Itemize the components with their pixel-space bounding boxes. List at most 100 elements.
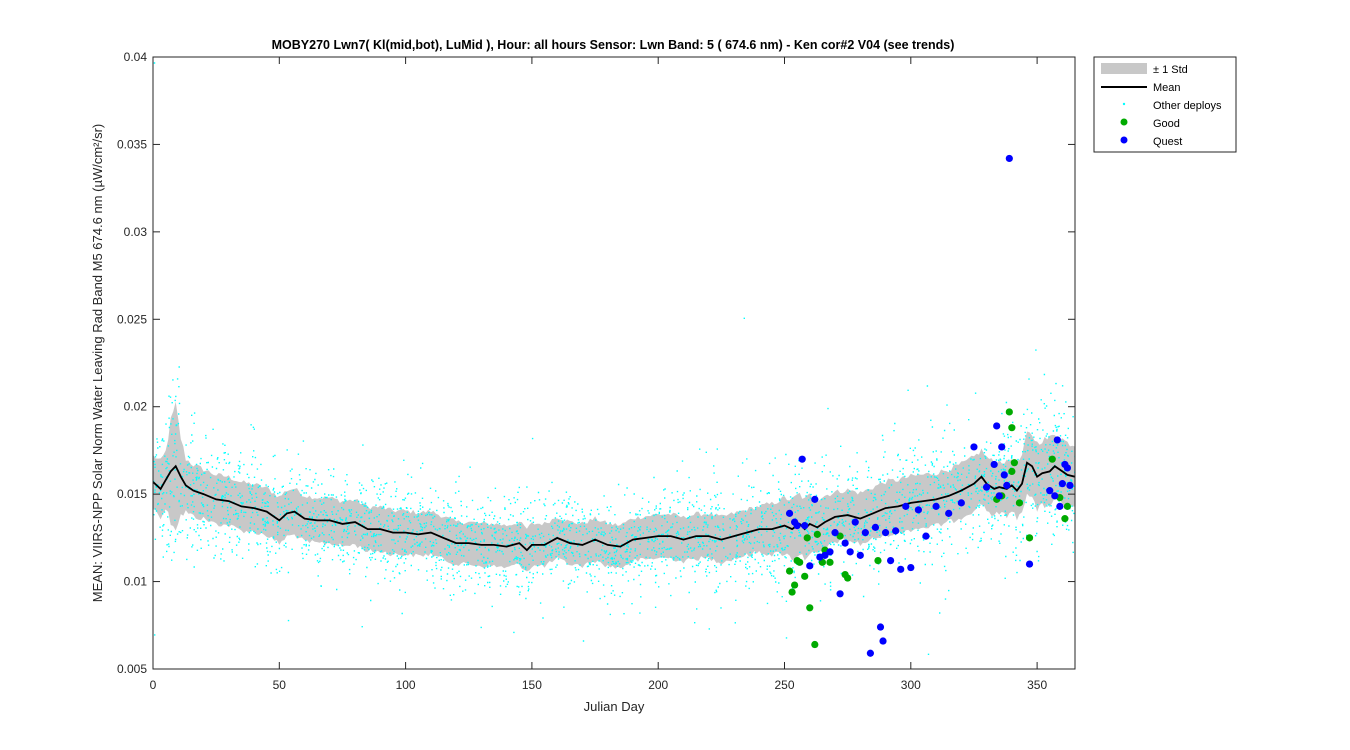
legend-good-label: Good <box>1153 118 1180 130</box>
legend-quest-label: Quest <box>1153 136 1182 148</box>
quest-point <box>982 483 991 491</box>
quest-point <box>907 563 915 572</box>
quest-point <box>887 556 895 565</box>
legend-quest-swatch <box>1120 136 1128 144</box>
quest-point <box>831 529 839 537</box>
y-tick-label: 0.01 <box>124 575 148 589</box>
x-tick-label: 150 <box>522 678 542 692</box>
quest-point <box>856 551 864 559</box>
legend-std-label: ± 1 Std <box>1153 64 1188 76</box>
quest-point <box>1003 481 1011 489</box>
x-tick-label: 100 <box>396 678 416 692</box>
x-tick-label: 0 <box>150 678 157 692</box>
good-point <box>806 604 814 612</box>
quest-point <box>851 518 859 526</box>
plot-frame <box>152 56 1076 670</box>
quest-point <box>998 443 1006 451</box>
quest-point <box>785 509 794 517</box>
y-tick-label: 0.02 <box>124 400 148 414</box>
std-band-layer <box>153 401 1075 572</box>
good-point <box>785 567 794 575</box>
good-point <box>791 581 799 589</box>
y-tick-label: 0.03 <box>124 225 148 239</box>
quest-point <box>836 590 844 598</box>
quest-point <box>1058 480 1066 488</box>
legend: ± 1 Std Mean Other deploys Good Quest <box>1093 56 1237 153</box>
quest-points-layer <box>785 154 1074 657</box>
quest-point <box>990 460 998 469</box>
quest-point <box>846 548 854 556</box>
quest-point <box>914 506 922 514</box>
legend-good-swatch <box>1120 118 1128 126</box>
y-axis-label: MEAN: VIIRS-NPP Solar Norm Water Leaving… <box>90 124 105 603</box>
quest-point <box>957 499 965 507</box>
good-point <box>1015 499 1024 507</box>
good-point <box>1061 515 1069 523</box>
quest-point <box>1053 436 1061 444</box>
y-tick-label: 0.04 <box>124 50 148 64</box>
other-deploys-point <box>153 62 156 64</box>
x-tick-label: 50 <box>273 678 287 692</box>
quest-point <box>995 492 1003 500</box>
quest-point <box>876 623 885 631</box>
good-point <box>811 640 819 649</box>
quest-point <box>1005 154 1013 163</box>
chart-title: MOBY270 Lwn7( Kl(mid,bot), LuMid ), Hour… <box>272 38 955 52</box>
quest-point <box>1051 492 1059 500</box>
quest-point <box>811 495 819 503</box>
quest-point <box>1063 464 1072 472</box>
quest-point <box>798 455 806 463</box>
y-tick-label: 0.035 <box>117 137 147 151</box>
quest-point <box>793 522 801 530</box>
good-point <box>844 574 852 582</box>
x-tick-label: 300 <box>901 678 921 692</box>
mean-line-layer <box>153 461 1075 552</box>
y-axis: 0.005 0.01 0.015 0.02 0.025 0.03 0.035 0.04 <box>117 50 1075 676</box>
quest-point <box>892 527 900 535</box>
good-point <box>1008 467 1016 476</box>
quest-point <box>993 422 1001 430</box>
quest-point <box>897 565 905 573</box>
y-tick-label: 0.015 <box>117 487 147 501</box>
x-axis: 0 50 100 150 200 250 300 350 <box>150 57 1047 692</box>
quest-point <box>881 529 890 537</box>
quest-point <box>826 548 834 556</box>
quest-point <box>932 502 940 510</box>
good-point <box>1063 502 1072 510</box>
x-tick-label: 200 <box>648 678 668 692</box>
good-point <box>1010 459 1018 467</box>
good-point <box>1025 534 1034 542</box>
good-point <box>1048 455 1056 463</box>
quest-point <box>871 523 880 531</box>
good-point <box>1008 424 1016 432</box>
quest-point <box>1056 502 1064 510</box>
good-point <box>874 556 882 565</box>
good-points-layer <box>785 408 1072 649</box>
plot-area <box>153 57 1075 669</box>
quest-point <box>902 502 910 510</box>
legend-std-swatch <box>1101 63 1147 74</box>
good-point <box>836 532 844 540</box>
quest-point <box>1046 487 1054 495</box>
good-point <box>788 588 796 596</box>
good-point <box>803 534 811 542</box>
quest-point <box>945 509 953 517</box>
quest-point <box>861 529 869 537</box>
good-point <box>1005 408 1013 416</box>
legend-other-label: Other deploys <box>1153 100 1222 112</box>
x-tick-label: 250 <box>774 678 794 692</box>
quest-point <box>1066 481 1074 489</box>
quest-point <box>1000 471 1008 479</box>
quest-point <box>879 637 887 645</box>
mean-line <box>153 461 1075 552</box>
quest-point <box>841 539 849 547</box>
std-band <box>153 401 1075 572</box>
legend-mean-label: Mean <box>1153 82 1181 94</box>
quest-point <box>806 562 814 570</box>
y-tick-label: 0.005 <box>117 662 147 676</box>
legend-other-swatch <box>1122 102 1126 106</box>
good-point <box>826 558 834 566</box>
good-point <box>813 530 821 538</box>
y-tick-label: 0.025 <box>117 312 147 326</box>
